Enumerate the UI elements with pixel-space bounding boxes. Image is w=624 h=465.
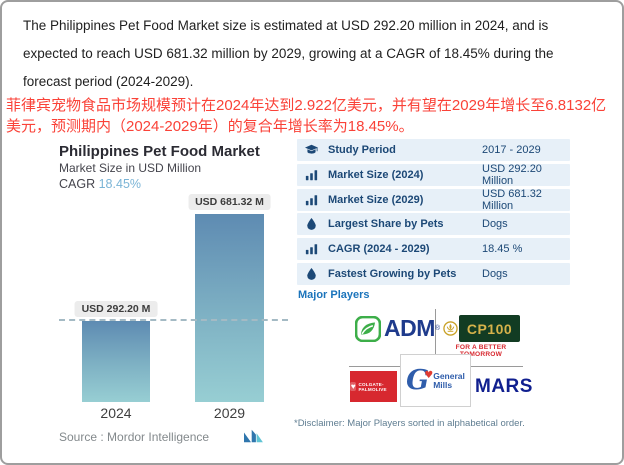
bar-chart-icon [305, 243, 319, 256]
stats-row-label: Study Period [328, 144, 396, 156]
cagr-value: 18.45% [98, 177, 142, 191]
droplet-icon [305, 268, 319, 281]
stats-table-row: Fastest Growing by Pets Dogs [297, 263, 570, 285]
bar-value-label: USD 681.32 M [188, 194, 271, 210]
stats-row-value: USD 681.32 Million [482, 187, 542, 212]
chart-title: Philippines Pet Food Market [59, 143, 260, 160]
cp-emblem-icon [442, 315, 459, 342]
stats-row-value: 18.45 % [482, 243, 523, 256]
adm-registered-mark: ® [434, 325, 441, 332]
intro-paragraph-en: The Philippines Pet Food Market size is … [23, 18, 554, 89]
colgate-palmolive-logo: ♥ COLGATE-PALMOLIVE [350, 371, 397, 402]
general-mills-g-icon: G ♥ [406, 367, 433, 394]
bar-chart-icon [305, 193, 319, 206]
general-mills-logo: G ♥ General Mills [400, 354, 471, 407]
bar-2024 [82, 321, 150, 402]
major-players-heading: Major Players [298, 289, 370, 301]
stats-row-label: CAGR (2024 - 2029) [328, 243, 430, 256]
stats-row-label: Market Size (2029) [328, 193, 424, 206]
colgate-emblem-icon: ♥ [350, 381, 357, 391]
heart-icon: ♥ [424, 370, 434, 381]
stats-row-value: Dogs [482, 218, 508, 231]
chart-source: Source : Mordor Intelligence [59, 430, 210, 444]
major-players-disclaimer: *Disclaimer: Major Players sorted in alp… [294, 418, 525, 429]
stats-row-label: Largest Share by Pets [328, 218, 444, 231]
stats-table-row: CAGR (2024 - 2029) 18.45 % [297, 238, 570, 261]
stats-row-value: Dogs [482, 268, 508, 280]
cp-logo: CP100 FOR A BETTER TOMORROW [442, 315, 520, 358]
stats-row-label: Fastest Growing by Pets [328, 268, 457, 280]
graduation-cap-icon [305, 144, 319, 157]
adm-wordmark: ADM [384, 315, 435, 341]
stats-row-label: Market Size (2024) [328, 168, 424, 181]
cp-caption: FOR A BETTER TOMORROW [455, 344, 507, 358]
chart-cagr-line: CAGR 18.45% [59, 177, 141, 191]
stats-table-row: Study Period 2017 - 2029 [297, 139, 570, 161]
mordor-intelligence-logo-icon [244, 429, 263, 443]
adm-leaf-icon [355, 315, 381, 342]
x-axis-label: 2024 [100, 405, 132, 421]
bar-2029 [195, 214, 264, 402]
bar-chart-icon [305, 168, 319, 181]
x-axis-label: 2029 [213, 405, 246, 421]
adm-logo: ADM ® [355, 315, 440, 342]
stats-table-row: Market Size (2024) USD 292.20 Million [297, 162, 570, 187]
chart-subtitle: Market Size in USD Million [59, 161, 202, 175]
droplet-icon [305, 218, 319, 231]
colgate-wordmark: COLGATE-PALMOLIVE [358, 381, 387, 392]
reference-dashed-line [59, 319, 288, 321]
connector-vertical [435, 309, 436, 355]
stats-table-row: Market Size (2029) USD 681.32 Million [297, 187, 570, 212]
mars-logo: MARS [475, 376, 533, 397]
bar-value-label: USD 292.20 M [74, 301, 158, 317]
general-mills-wordmark: General Mills [433, 370, 465, 390]
intro-paragraph-zh: 菲律宾宠物食品市场规模预计在2024年达到2.922亿美元，并有望在2029年增… [6, 97, 607, 135]
cagr-label: CAGR [59, 177, 96, 191]
cp-wordmark: CP100 [459, 315, 520, 342]
stats-row-value: USD 292.20 Million [482, 162, 542, 187]
stats-row-value: 2017 - 2029 [482, 144, 541, 156]
stats-table-row: Largest Share by Pets Dogs [297, 213, 570, 236]
